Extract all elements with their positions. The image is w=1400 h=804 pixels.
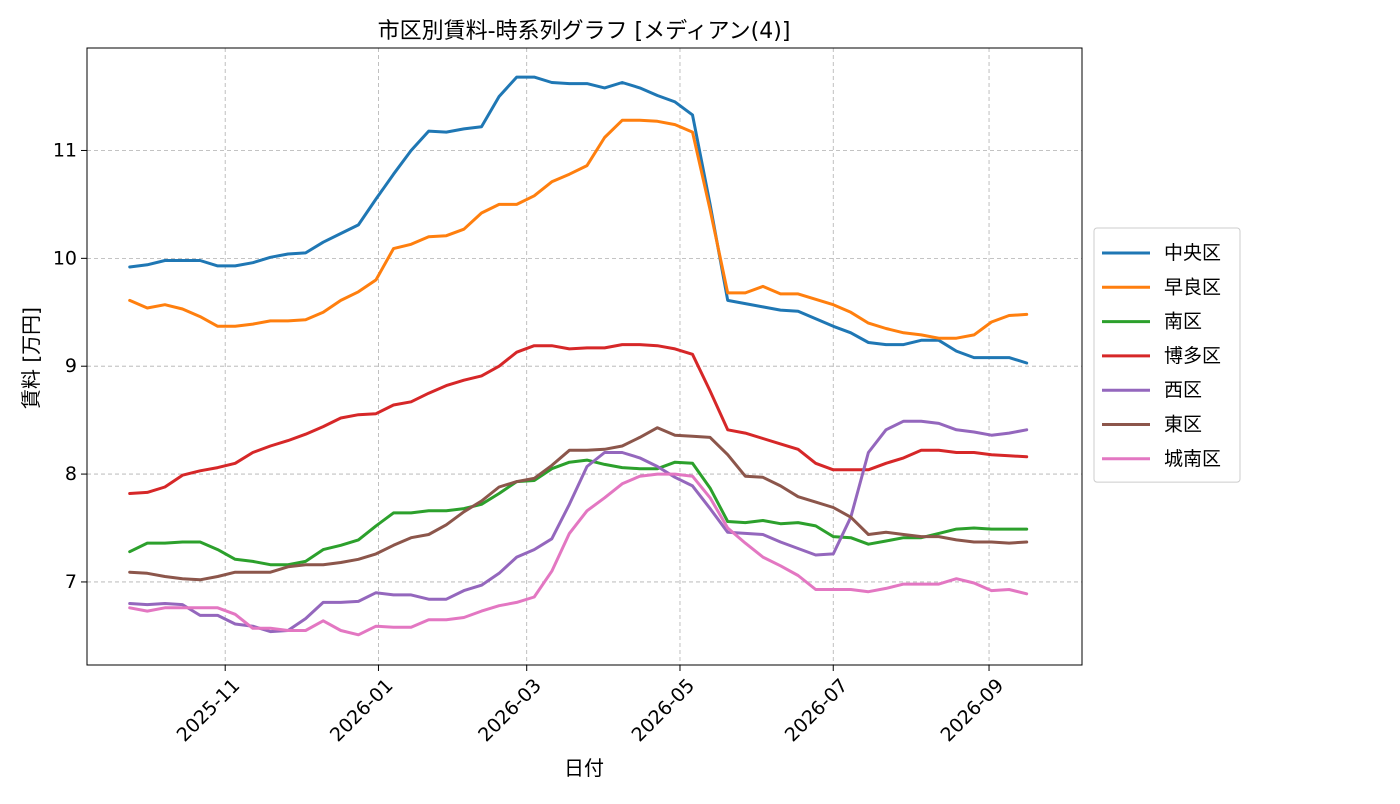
series-line	[128, 343, 1029, 495]
x-tick-label: 2026-01	[326, 675, 398, 747]
series-line	[128, 118, 1029, 340]
series-line	[128, 458, 1029, 567]
legend-label: 早良区	[1164, 276, 1221, 298]
series-line	[128, 472, 1029, 637]
y-tick-label: 8	[65, 463, 77, 485]
series-line	[128, 426, 1029, 582]
legend-box	[1093, 227, 1241, 483]
series-line	[128, 75, 1029, 365]
series-line	[128, 419, 1029, 634]
plot-frame	[86, 47, 1083, 666]
y-tick-label: 9	[65, 355, 77, 377]
x-axis-title: 日付	[564, 756, 604, 780]
x-tick-label: 2026-05	[627, 675, 699, 747]
chart-title: 市区別賃料-時系列グラフ [メディアン(4)]	[378, 19, 791, 44]
y-tick-label: 11	[53, 139, 77, 161]
legend-label: 南区	[1164, 311, 1202, 333]
legend-label: 中央区	[1164, 242, 1221, 264]
legend-label: 西区	[1164, 379, 1202, 401]
x-tick-label: 2026-03	[474, 675, 546, 747]
legend-label: 博多区	[1164, 345, 1221, 367]
x-tick-label: 2026-09	[936, 675, 1008, 747]
y-axis-title: 賃料 [万円]	[19, 307, 43, 409]
y-axis-ticks: 7 8 9 10 11	[53, 139, 87, 593]
legend-label: 城南区	[1164, 448, 1221, 470]
x-tick-label: 2026-07	[781, 675, 853, 747]
x-tick-label: 2025-11	[173, 675, 245, 747]
x-axis-ticks: 2025-11 2026-01 2026-03 2026-05 2026-07 2026-…	[173, 665, 1008, 747]
grid-lines	[87, 48, 1082, 665]
legend-label: 東区	[1164, 414, 1202, 436]
y-tick-label: 10	[53, 247, 77, 269]
y-tick-label: 7	[65, 571, 77, 593]
plot-series	[128, 75, 1029, 637]
